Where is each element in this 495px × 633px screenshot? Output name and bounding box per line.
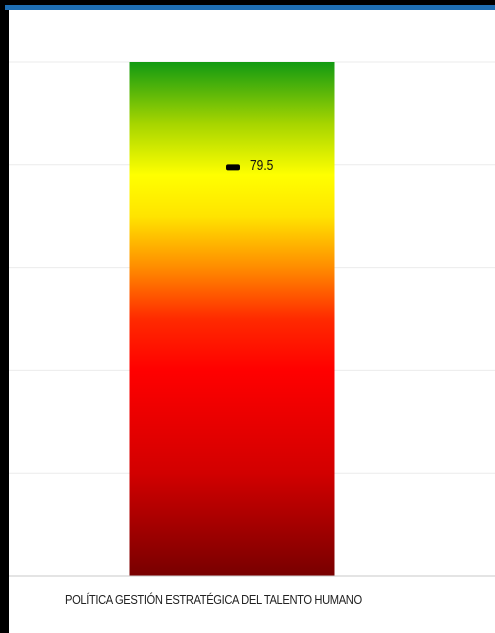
chart-panel: 79.5 POLÍTICA GESTIÓN ESTRATÉGICA DEL TA… [9,10,495,633]
panel-top-accent-bar [5,5,495,10]
value-marker [226,164,240,171]
bar-chart [9,61,495,577]
marker-value-label: 79.5 [250,157,274,175]
bars [129,62,335,576]
bar [129,62,335,576]
markers [226,164,240,171]
x-tick-label: POLÍTICA GESTIÓN ESTRATÉGICA DEL TALENTO… [65,592,362,607]
